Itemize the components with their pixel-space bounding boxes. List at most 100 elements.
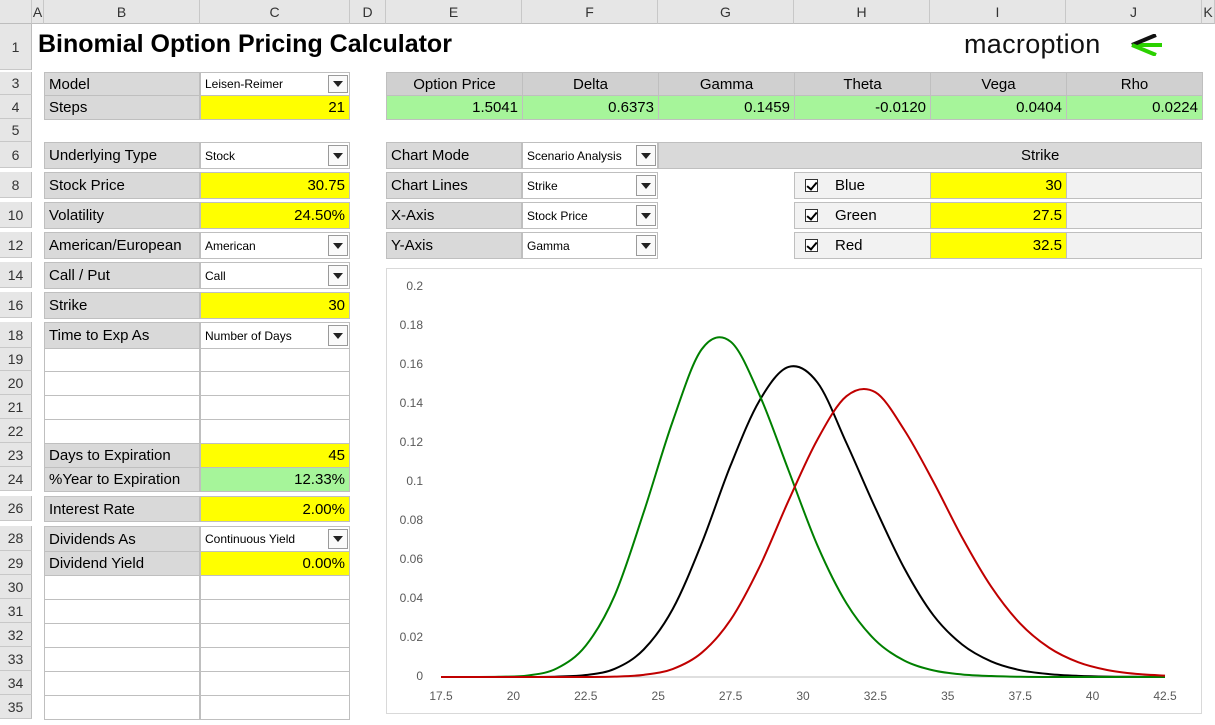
input-label: Model [44,72,200,96]
empty-cell [44,395,200,420]
empty-cell [44,575,200,600]
result-header: Vega [930,72,1067,96]
dropdown[interactable]: Strike [522,172,658,199]
row-header: 29 [0,551,32,575]
checkbox[interactable] [805,208,818,222]
result-value: 0.0224 [1066,95,1203,120]
input-label: Call / Put [44,262,200,289]
y-tick-label: 0.02 [400,630,424,644]
column-header: H [794,0,930,24]
series-line [441,365,1166,679]
column-header: F [522,0,658,24]
result-header: Delta [522,72,659,96]
checkbox[interactable] [805,178,818,192]
result-value: 0.1459 [658,95,795,120]
empty-cell [44,671,200,696]
empty-cell [200,671,350,696]
row-header: 31 [0,599,32,623]
chart: 0 0.02 0.04 0.06 0.08 0.1 0.12 0.14 0.16 0.18 0.2 1… [386,268,1202,714]
empty-cell [200,647,350,672]
input-label: Interest Rate [44,496,200,522]
y-tick-label: 0.2 [406,279,423,293]
dropdown[interactable]: Stock [200,142,350,169]
input-label: Dividend Yield [44,551,200,576]
row-header: 5 [0,119,32,142]
input-value: 12.33% [200,467,350,492]
dropdown[interactable]: Leisen-Reimer [200,72,350,96]
result-value: 0.6373 [522,95,659,120]
setting-label: X-Axis [386,202,522,229]
input-label: Time to Exp As [44,322,200,349]
input-value[interactable]: 24.50% [200,202,350,229]
empty-cell [200,599,350,624]
dropdown[interactable]: American [200,232,350,259]
input-label: Underlying Type [44,142,200,169]
x-tick-label: 40 [1086,689,1100,703]
line-toggle: Green [794,202,931,229]
column-header: K [1202,0,1215,24]
row-header: 4 [0,95,32,119]
line-strike[interactable]: 30 [930,172,1067,199]
line-strike[interactable]: 32.5 [930,232,1067,259]
y-tick-label: 0.18 [400,318,424,332]
checkbox[interactable] [805,238,818,252]
dropdown[interactable]: Gamma [522,232,658,259]
x-tick-label: 42.5 [1153,689,1177,703]
dropdown[interactable]: Scenario Analysis [522,142,658,169]
x-tick-label: 17.5 [429,689,453,703]
input-label: Volatility [44,202,200,229]
column-header: G [658,0,794,24]
input-label: Days to Expiration [44,443,200,468]
input-value[interactable]: 45 [200,443,350,468]
column-header: I [930,0,1066,24]
x-tick-label: 30 [796,689,810,703]
logo-stroke [1131,43,1157,56]
dropdown[interactable]: Call [200,262,350,289]
setting-label: Chart Lines [386,172,522,199]
dropdown[interactable]: Number of Days [200,322,350,349]
empty-cell [44,695,200,720]
y-tick-label: 0.06 [400,552,424,566]
empty-cell [200,348,350,372]
row-header: 33 [0,647,32,671]
empty-cell [200,419,350,444]
series-line [441,387,1166,679]
column-header: C [200,0,350,24]
y-tick-label: 0.16 [400,357,424,371]
input-value[interactable]: 30.75 [200,172,350,199]
logo-stroke [1131,34,1157,47]
x-tick-label: 37.5 [1009,689,1033,703]
row-header: 14 [0,262,32,288]
x-tick-label: 32.5 [864,689,888,703]
line-strike[interactable]: 27.5 [930,202,1067,229]
input-value[interactable]: 21 [200,95,350,120]
row-header: 18 [0,322,32,348]
row-header: 10 [0,202,32,228]
empty-cell [1066,172,1202,199]
input-value[interactable]: 0.00% [200,551,350,576]
result-header: Rho [1066,72,1203,96]
input-value[interactable]: 2.00% [200,496,350,522]
empty-cell [200,371,350,396]
dropdown[interactable]: Stock Price [522,202,658,229]
logo-icon [1131,34,1162,56]
empty-cell [44,348,200,372]
input-label: Steps [44,95,200,120]
empty-cell [44,647,200,672]
input-label: Dividends As [44,526,200,552]
result-value: -0.0120 [794,95,931,120]
row-header: 1 [0,24,32,70]
input-value[interactable]: 30 [200,292,350,319]
empty-cell [44,599,200,624]
empty-cell [200,575,350,600]
x-tick-label: 27.5 [719,689,743,703]
strike-header: Strike [658,142,1202,169]
empty-cell [200,395,350,420]
y-tick-label: 0 [416,669,423,683]
setting-label: Chart Mode [386,142,522,169]
row-header: 8 [0,172,32,198]
dropdown[interactable]: Continuous Yield [200,526,350,552]
row-header: 12 [0,232,32,258]
